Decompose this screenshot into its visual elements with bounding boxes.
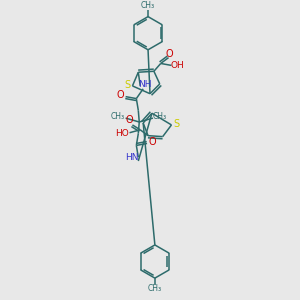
Text: CH₃: CH₃ [111,112,125,121]
Text: S: S [173,119,179,129]
Text: S: S [124,80,130,90]
Text: HN: HN [125,153,138,162]
Text: CH₃: CH₃ [141,2,155,10]
Text: O: O [126,115,133,125]
Text: O: O [117,90,124,100]
Text: OH: OH [170,61,184,70]
Text: CH₃: CH₃ [148,284,162,293]
Text: NH: NH [138,80,152,89]
Text: HO: HO [115,129,129,138]
Text: O: O [166,49,173,59]
Text: CH₃: CH₃ [153,112,167,121]
Text: O: O [148,136,156,146]
